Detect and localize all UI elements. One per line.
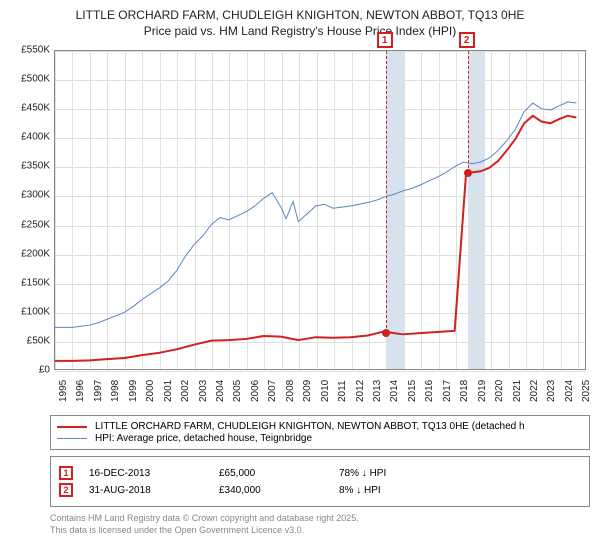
title-line2: Price paid vs. HM Land Registry's House … [10,24,590,38]
ytick-label: £150K [10,277,50,288]
xtick-label: 2006 [250,380,261,402]
xtick-label: 2022 [529,380,540,402]
xtick-label: 1995 [58,380,69,402]
gridline-h [55,371,585,372]
xtick-label: 2009 [302,380,313,402]
series-svg [55,51,585,369]
xtick-label: 2000 [145,380,156,402]
footer-attribution: Contains HM Land Registry data © Crown c… [50,513,590,536]
chart-area: £0 £50K £100K £150K £200K £250K £300K £350K £400… [10,44,590,409]
ytick-label: £200K [10,248,50,259]
ytick-label: £550K [10,45,50,56]
marker-dot [382,329,390,337]
legend-row: HPI: Average price, detached house, Teig… [57,433,583,444]
ytick-label: £350K [10,161,50,172]
ytick-label: £300K [10,190,50,201]
event-row: 2 31-AUG-2018£340,0008% ↓ HPI [59,483,581,497]
xtick-label: 2010 [320,380,331,402]
event-price: £65,000 [219,468,339,479]
event-pct: 78% ↓ HPI [339,468,439,479]
xtick-label: 2020 [494,380,505,402]
ytick-label: £50K [10,335,50,346]
event-pct: 8% ↓ HPI [339,485,439,496]
footer-line2: This data is licensed under the Open Gov… [50,525,590,537]
xtick-label: 2017 [442,380,453,402]
xtick-label: 2001 [163,380,174,402]
xtick-label: 1999 [128,380,139,402]
event-marker-badge: 2 [59,483,73,497]
plot-area [54,50,586,370]
marker-dot [464,169,472,177]
footer-line1: Contains HM Land Registry data © Crown c… [50,513,590,525]
xtick-label: 2014 [389,380,400,402]
xtick-label: 1997 [93,380,104,402]
marker-badge: 2 [459,32,475,48]
xtick-label: 1996 [75,380,86,402]
xtick-label: 2005 [232,380,243,402]
xtick-label: 2023 [546,380,557,402]
xtick-label: 2012 [355,380,366,402]
xtick-label: 2021 [512,380,523,402]
ytick-label: £400K [10,132,50,143]
ytick-label: £250K [10,219,50,230]
event-row: 1 16-DEC-2013£65,00078% ↓ HPI [59,466,581,480]
xtick-label: 2018 [459,380,470,402]
legend: LITTLE ORCHARD FARM, CHUDLEIGH KNIGHTON,… [50,415,590,450]
legend-swatch [57,438,87,439]
xtick-label: 2019 [477,380,488,402]
series-line-hpi [55,102,576,327]
ytick-label: £100K [10,306,50,317]
xtick-label: 2004 [215,380,226,402]
series-line-subject [55,116,576,361]
xtick-label: 2015 [407,380,418,402]
xtick-label: 1998 [110,380,121,402]
xtick-label: 2024 [564,380,575,402]
xtick-label: 2025 [581,380,592,402]
chart-container: LITTLE ORCHARD FARM, CHUDLEIGH KNIGHTON,… [0,0,600,544]
legend-row: LITTLE ORCHARD FARM, CHUDLEIGH KNIGHTON,… [57,421,583,432]
legend-swatch [57,426,87,428]
xtick-label: 2013 [372,380,383,402]
title-block: LITTLE ORCHARD FARM, CHUDLEIGH KNIGHTON,… [10,8,590,38]
ytick-label: £450K [10,103,50,114]
title-line1: LITTLE ORCHARD FARM, CHUDLEIGH KNIGHTON,… [10,8,590,22]
event-date: 31-AUG-2018 [89,485,219,496]
events-table: 1 16-DEC-2013£65,00078% ↓ HPI 2 31-AUG-2018… [50,456,590,507]
event-date: 16-DEC-2013 [89,468,219,479]
marker-badge: 1 [377,32,393,48]
xtick-label: 2002 [180,380,191,402]
event-marker-badge: 1 [59,466,73,480]
ytick-label: £500K [10,74,50,85]
ytick-label: £0 [10,365,50,376]
legend-label: HPI: Average price, detached house, Teig… [95,433,312,444]
xtick-label: 2003 [198,380,209,402]
xtick-label: 2016 [424,380,435,402]
event-price: £340,000 [219,485,339,496]
xtick-label: 2007 [267,380,278,402]
xtick-label: 2011 [337,380,348,402]
legend-label: LITTLE ORCHARD FARM, CHUDLEIGH KNIGHTON,… [95,421,525,432]
xtick-label: 2008 [285,380,296,402]
